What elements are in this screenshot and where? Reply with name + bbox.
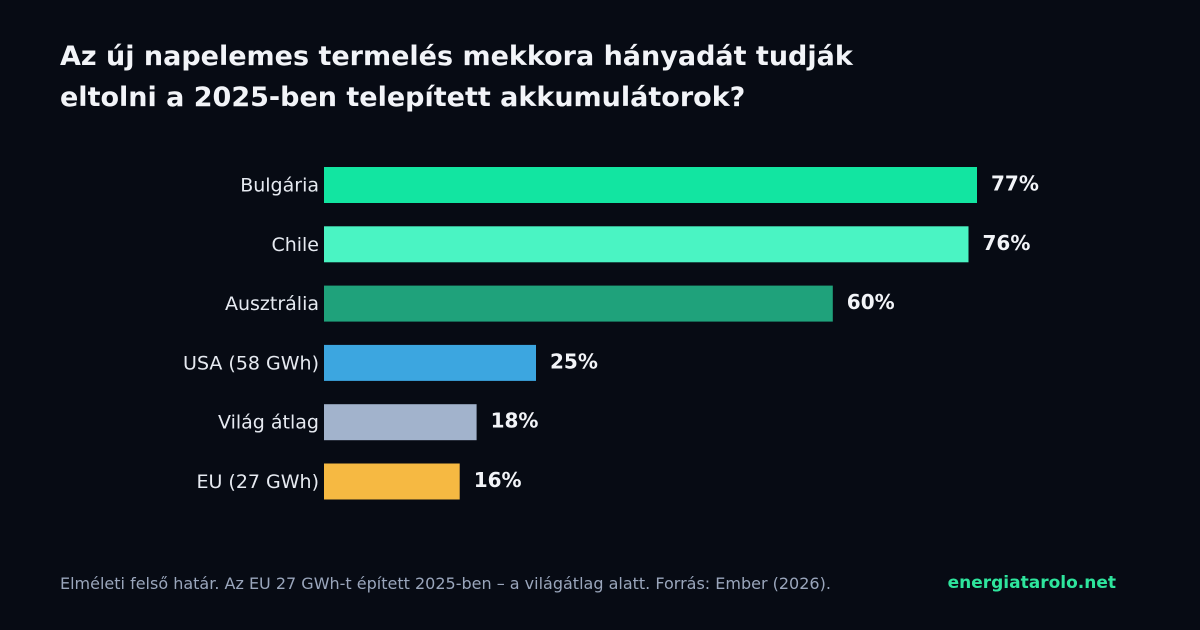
value-label: 18% bbox=[491, 409, 539, 433]
bar bbox=[324, 226, 969, 263]
bar bbox=[324, 404, 477, 441]
chart-title: Az új napelemes termelés mekkora hányadá… bbox=[60, 36, 960, 118]
bar bbox=[324, 344, 536, 381]
bar bbox=[324, 463, 460, 500]
value-label: 16% bbox=[474, 468, 522, 492]
category-label: Világ átlag bbox=[218, 412, 319, 434]
category-label: Ausztrália bbox=[225, 293, 319, 315]
value-label: 25% bbox=[550, 349, 598, 373]
category-label: Bulgária bbox=[240, 175, 319, 197]
chart-title-line1: Az új napelemes termelés mekkora hányadá… bbox=[60, 41, 853, 72]
value-label: 76% bbox=[983, 231, 1031, 255]
value-label: 77% bbox=[991, 172, 1039, 196]
footer-note: Elméleti felső határ. Az EU 27 GWh-t épí… bbox=[60, 574, 831, 593]
bar bbox=[324, 167, 977, 203]
category-label: EU (27 GWh) bbox=[196, 471, 319, 493]
category-label: USA (58 GWh) bbox=[183, 352, 319, 374]
value-label: 60% bbox=[847, 290, 895, 314]
category-label: Chile bbox=[271, 234, 319, 256]
bar bbox=[324, 285, 833, 322]
chart-title-line2: eltolni a 2025-ben telepített akkumuláto… bbox=[60, 82, 746, 113]
brand-link[interactable]: energiatarolo.net bbox=[947, 573, 1116, 593]
